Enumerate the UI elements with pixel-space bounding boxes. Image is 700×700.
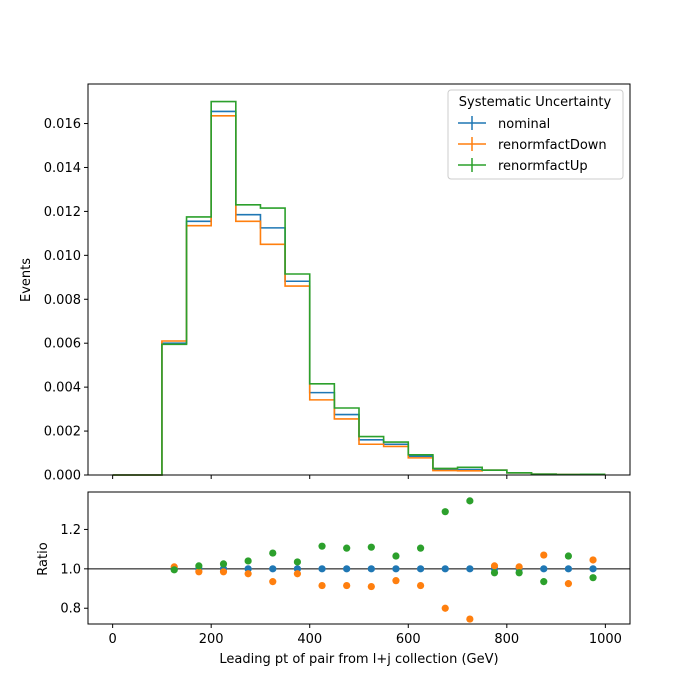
- ratio-point-renormfactDown: [392, 577, 400, 585]
- main-y-tick-label: 0.014: [44, 161, 81, 176]
- ratio-point-renormfactUp: [293, 558, 302, 566]
- ratio-point-renormfactUp: [540, 578, 548, 586]
- ratio-point-nominal: [244, 565, 252, 573]
- ratio-point-nominal: [466, 565, 474, 573]
- ratio-point-nominal: [392, 565, 400, 573]
- ratio-y-tick-label: 1.0: [60, 562, 81, 577]
- ratio-point-renormfactUp: [564, 552, 573, 560]
- main-y-tick-label: 0.012: [44, 205, 81, 220]
- legend: Systematic Uncertainty nominal renormfac…: [447, 89, 624, 180]
- ratio-point-renormfactUp: [343, 544, 351, 552]
- ratio-point-renormfactUp: [195, 562, 203, 570]
- ratio-point-renormfactUp: [589, 574, 597, 582]
- main-y-tick-label: 0.016: [44, 117, 81, 132]
- ratio-point-renormfactUp: [367, 543, 375, 551]
- ratio-point-renormfactDown: [416, 581, 425, 590]
- ratio-point-renormfactDown: [269, 578, 277, 586]
- ratio-point-renormfactUp: [318, 542, 326, 550]
- legend-title: Systematic Uncertainty: [459, 95, 612, 110]
- ratio-point-nominal: [540, 565, 548, 573]
- ratio-point-nominal: [269, 565, 277, 573]
- ratio-point-nominal: [416, 565, 425, 573]
- ratio-y-tick-label: 0.8: [60, 602, 81, 617]
- x-tick-label: 400: [297, 632, 322, 647]
- legend-box: [447, 89, 624, 180]
- ratio-point-nominal: [564, 565, 573, 573]
- ratio-point-renormfactUp: [392, 552, 400, 560]
- ratio-points-group: [170, 497, 597, 623]
- main-y-axis-label: Events: [19, 258, 34, 302]
- ratio-point-renormfactDown: [441, 604, 449, 612]
- x-tick-label: 200: [199, 632, 224, 647]
- ratio-point-nominal: [441, 565, 449, 573]
- ratio-point-renormfactUp: [441, 508, 449, 516]
- ratio-point-renormfactDown: [589, 556, 597, 564]
- legend-entry-nominal: nominal: [458, 116, 550, 132]
- ratio-point-renormfactUp: [219, 560, 228, 568]
- x-tick-label: 0: [108, 632, 116, 647]
- main-y-tick-label: 0.000: [44, 469, 81, 484]
- x-tick-label: 800: [494, 632, 519, 647]
- legend-entry-renormfactDown: renormfactDown: [458, 137, 607, 153]
- ratio-point-renormfactDown: [515, 563, 523, 571]
- ratio-y-tick-label: 1.2: [60, 523, 81, 538]
- ratio-point-renormfactUp: [515, 569, 523, 577]
- histogram-step-renormfactUp: [112, 100, 606, 476]
- ratio-point-nominal: [367, 565, 375, 573]
- main-y-tick-label: 0.008: [44, 293, 81, 308]
- ratio-panel-frame: [87, 491, 631, 625]
- histogram-series-group: [112, 100, 606, 476]
- ratio-point-renormfactUp: [170, 566, 178, 574]
- x-axis-label: Leading pt of pair from l+j collection (…: [219, 652, 498, 667]
- ratio-y-axis-label: Ratio: [36, 542, 51, 575]
- x-tick-label: 1000: [589, 632, 622, 647]
- ratio-point-renormfactDown: [367, 582, 375, 591]
- ratio-point-nominal: [293, 565, 302, 573]
- ratio-point-renormfactDown: [343, 581, 351, 590]
- legend-label-renormfactDown: renormfactDown: [498, 138, 607, 153]
- main-y-tick-label: 0.010: [44, 249, 81, 264]
- ratio-point-renormfactDown: [219, 568, 228, 576]
- legend-label-nominal: nominal: [498, 117, 550, 132]
- x-tick-label: 600: [396, 632, 421, 647]
- ratio-point-renormfactUp: [490, 569, 499, 577]
- ratio-point-renormfactDown: [195, 568, 203, 576]
- ratio-point-renormfactDown: [490, 562, 499, 570]
- ratio-point-renormfactDown: [466, 615, 474, 623]
- ratio-point-renormfactDown: [540, 551, 548, 559]
- ratio-point-nominal: [589, 565, 597, 573]
- main-panel: 0.000 0.002 0.004 0.006 0.008 0.010 0.012 0.014…: [19, 83, 631, 484]
- ratio-point-renormfactUp: [269, 549, 277, 557]
- legend-entry-renormfactUp: renormfactUp: [458, 158, 588, 174]
- ratio-point-renormfactDown: [293, 570, 302, 578]
- ratio-point-nominal: [318, 565, 326, 573]
- ratio-point-renormfactDown: [564, 580, 573, 588]
- legend-label-renormfactUp: renormfactUp: [498, 159, 588, 174]
- ratio-panel: 0 200 400 600 800 1000 0.8 1.0 1.2 Ratio Leadin…: [36, 491, 631, 667]
- ratio-point-renormfactDown: [318, 581, 326, 590]
- ratio-x-ticks: 0 200 400 600 800 1000: [108, 624, 622, 647]
- ratio-point-renormfactUp: [244, 557, 252, 565]
- main-y-tick-label: 0.002: [44, 425, 81, 440]
- ratio-y-ticks: 0.8 1.0 1.2: [60, 523, 88, 617]
- main-panel-frame: [87, 83, 631, 476]
- ratio-point-renormfactUp: [466, 497, 474, 505]
- main-x-ticks: [112, 475, 606, 479]
- ratio-point-renormfactDown: [244, 570, 252, 578]
- ratio-point-renormfactUp: [416, 544, 425, 552]
- main-y-tick-label: 0.006: [44, 337, 81, 352]
- ratio-point-nominal: [343, 565, 351, 573]
- main-y-ticks: 0.000 0.002 0.004 0.006 0.008 0.010 0.012 0.014…: [44, 117, 88, 484]
- main-y-tick-label: 0.004: [44, 381, 81, 396]
